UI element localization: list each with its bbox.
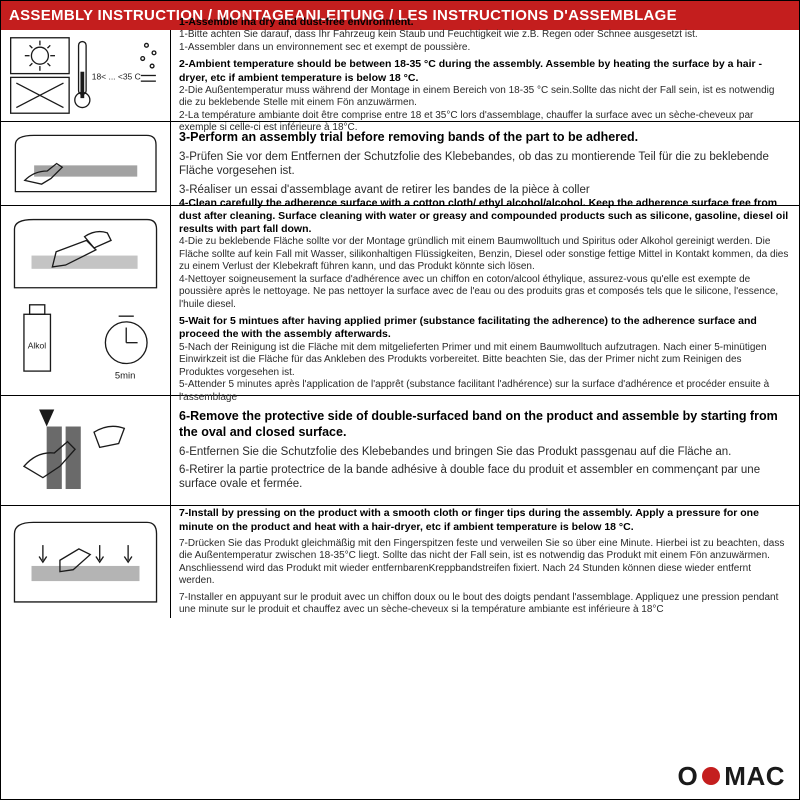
step-row: 18< ... <35 C 1-Assemble ina dry and dus… — [1, 30, 799, 122]
step-en: 6-Remove the protective side of double-s… — [179, 409, 789, 440]
step-fr: 1-Assembler dans un environnement sec et… — [179, 42, 789, 55]
step-de: 1-Bitte achten Sie darauf, dass Ihr Fahr… — [179, 29, 789, 42]
step-de: 3-Prüfen Sie vor dem Entfernen der Schut… — [179, 150, 789, 179]
step-fr: 6-Retirer la partie protectrice de la ba… — [179, 463, 789, 492]
bottle-label: Alkol — [28, 341, 47, 351]
step-text: 7-Install by pressing on the product wit… — [171, 506, 799, 618]
step-fr: 3-Réaliser un essai d'assemblage avant d… — [179, 183, 789, 197]
step-fr: 4-Nettoyer soigneusement la surface d'ad… — [179, 274, 789, 312]
step-row: Alkol 5min 4-Clean carefully the adheren… — [1, 206, 799, 396]
step-en: 4-Clean carefully the adherence surface … — [179, 197, 789, 236]
assembly-instruction-page: ASSEMBLY INSTRUCTION / MONTAGEANLEITUNG … — [0, 0, 800, 800]
step-1: 1-Assemble ina dry and dust-free environ… — [179, 16, 789, 54]
step-en: 1-Assemble ina dry and dust-free environ… — [179, 16, 789, 29]
step-en: 3-Perform an assembly trial before remov… — [179, 130, 789, 146]
brand-left: O — [678, 761, 699, 792]
step-de: 6-Entfernen Sie die Schutzfolie des Kleb… — [179, 445, 789, 459]
clean-primer-icon: Alkol 5min — [5, 212, 166, 388]
brand-right: MAC — [724, 761, 785, 792]
temp-range-label: 18< ... <35 C — [92, 71, 141, 81]
step-de: 2-Die Außentemperatur muss während der M… — [179, 85, 789, 110]
step-text: 3-Perform an assembly trial before remov… — [171, 122, 799, 205]
step-en: 2-Ambient temperature should be between … — [179, 58, 789, 84]
step-de: 7-Drücken Sie das Produkt gleichmäßig mi… — [179, 538, 789, 588]
trial-fit-icon — [6, 126, 165, 201]
sun-thermo-icon: 18< ... <35 C — [5, 34, 165, 117]
peel-tape-icon — [5, 400, 166, 500]
step-row: 3-Perform an assembly trial before remov… — [1, 122, 799, 206]
step-en: 7-Install by pressing on the product wit… — [179, 507, 789, 533]
step-illustration: 18< ... <35 C — [1, 30, 171, 121]
timer-label: 5min — [115, 371, 135, 382]
step-fr: 7-Installer en appuyant sur le produit a… — [179, 592, 789, 617]
step-illustration: Alkol 5min — [1, 206, 171, 395]
step-4: 4-Clean carefully the adherence surface … — [179, 197, 789, 311]
steps-container: 18< ... <35 C 1-Assemble ina dry and dus… — [1, 30, 799, 753]
press-install-icon — [5, 511, 166, 613]
step-row: 7-Install by pressing on the product wit… — [1, 506, 799, 618]
footer: O MAC — [1, 753, 799, 799]
step-de: 5-Nach der Reinigung ist die Fläche mit … — [179, 342, 789, 380]
step-de: 4-Die zu beklebende Fläche sollte vor de… — [179, 236, 789, 274]
step-text: 1-Assemble ina dry and dust-free environ… — [171, 30, 799, 121]
step-text: 4-Clean carefully the adherence surface … — [171, 206, 799, 395]
step-row: 6-Remove the protective side of double-s… — [1, 396, 799, 506]
step-illustration — [1, 396, 171, 505]
step-text: 6-Remove the protective side of double-s… — [171, 396, 799, 505]
step-illustration — [1, 122, 171, 205]
step-en: 5-Wait for 5 mintues after having applie… — [179, 315, 789, 341]
brand-dot-icon — [702, 767, 720, 785]
brand-logo: O MAC — [678, 761, 785, 792]
step-5: 5-Wait for 5 mintues after having applie… — [179, 315, 789, 404]
step-illustration — [1, 506, 171, 618]
